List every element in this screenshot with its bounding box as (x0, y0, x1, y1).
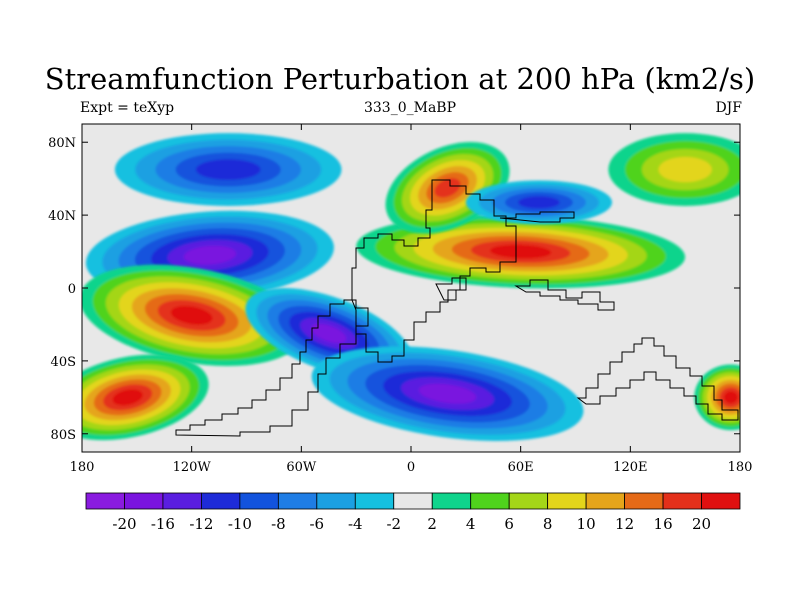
colorbar-swatch (201, 492, 241, 510)
colorbar-swatch (547, 492, 587, 510)
run-label: 333_0_MaBP (363, 100, 457, 116)
north-pacific-west-high-level-4 (658, 156, 712, 183)
colorbar-swatch (393, 492, 433, 510)
colorbar-label: 4 (466, 515, 476, 533)
x-tick-label: 0 (407, 460, 415, 475)
subtropical-pacific-low-contours (85, 210, 334, 300)
x-tick-label: 120W (173, 460, 212, 475)
colorbar-swatch (662, 492, 702, 510)
south-america-outline (175, 299, 369, 437)
north-pacific-low-contours (114, 133, 342, 206)
colorbar-swatch (585, 492, 625, 510)
colorbar-swatch (277, 492, 318, 510)
colorbar-swatch (162, 492, 202, 510)
colorbar-label: -2 (386, 515, 401, 533)
colorbar-label: 6 (504, 515, 514, 533)
season-label: DJF (715, 100, 742, 116)
australia-outline (576, 337, 739, 421)
subtropical-pacific-low-level-7 (183, 245, 237, 265)
colorbar-swatch (124, 492, 164, 510)
asia-low-contours (465, 180, 613, 225)
colorbar-label: 10 (577, 515, 596, 533)
colorbar-label: -6 (309, 515, 324, 533)
x-tick-label: 120E (613, 460, 647, 475)
colorbar-label: 12 (615, 515, 634, 533)
colorbar-swatch (316, 492, 356, 510)
chart-title: Streamfunction Perturbation at 200 hPa (… (44, 62, 756, 96)
y-tick-label: 0 (68, 282, 76, 297)
southern-ocean-low-contours (311, 346, 584, 441)
colorbar-label: -12 (189, 515, 213, 533)
colorbar-label: -4 (348, 515, 363, 533)
north-america-europe-outline (351, 179, 517, 363)
field-contours (82, 133, 740, 441)
colorbar-swatch (508, 492, 549, 510)
colorbar-label: -10 (228, 515, 252, 533)
southwest-pacific-high-level-8 (724, 391, 738, 404)
south-pacific-high-contours (82, 264, 304, 366)
x-tick-label: 60E (508, 460, 534, 475)
colorbar-swatch (624, 492, 664, 510)
x-tick-label: 180 (70, 460, 95, 475)
colorbar-label: 2 (427, 515, 437, 533)
x-tick-label: 180 (728, 460, 753, 475)
y-tick-label: 80S (51, 428, 76, 443)
north-pacific-low-level-5 (195, 159, 261, 180)
europe-high-level-7 (434, 178, 461, 198)
colorbar-swatch (239, 492, 279, 510)
south-pacific-high-level-8 (170, 305, 213, 325)
southeast-pacific-high-contours (82, 354, 209, 441)
southern-ocean-low-level-7 (418, 383, 477, 404)
y-tick-label: 80N (48, 136, 76, 151)
colorbar: -20 -16 -12 -10 -8 -6 -4 -2 2 4 6 8 10 12 16 20 (85, 492, 741, 533)
colorbar-swatch (470, 492, 510, 510)
north-pacific-west-high-contours (608, 133, 740, 206)
south-atlantic-low-level-7 (311, 323, 347, 344)
africa-outline (435, 277, 467, 301)
colorbar-label: 20 (692, 515, 711, 533)
y-tick-label: 40N (48, 209, 76, 224)
colorbar-label: -8 (271, 515, 286, 533)
africa-asia-high-level-8 (490, 244, 552, 259)
plot-area: 180 120W 60W 0 60E 120E 180 80N 40N 0 40S 80S (48, 123, 752, 475)
colorbar-swatch (431, 492, 472, 510)
colorbar-swatch (354, 492, 395, 510)
coastlines (175, 179, 739, 437)
africa-asia-high-contours (356, 214, 686, 289)
axis-ticks: 180 120W 60W 0 60E 120E 180 80N 40N 0 40S 80S (48, 124, 752, 475)
asia-outline (499, 211, 615, 311)
colorbar-swatch (85, 492, 125, 510)
colorbar-label: -20 (112, 515, 136, 533)
asia-low-level-5 (518, 196, 560, 209)
colorbar-label: 16 (654, 515, 673, 533)
colorbar-label: 8 (543, 515, 553, 533)
southeast-pacific-high-level-8 (112, 389, 143, 406)
experiment-label: Expt = teXyp (80, 100, 175, 116)
y-tick-label: 40S (51, 355, 76, 370)
colorbar-label: -16 (151, 515, 175, 533)
colorbar-swatch (701, 492, 741, 510)
x-tick-label: 60W (286, 460, 317, 475)
